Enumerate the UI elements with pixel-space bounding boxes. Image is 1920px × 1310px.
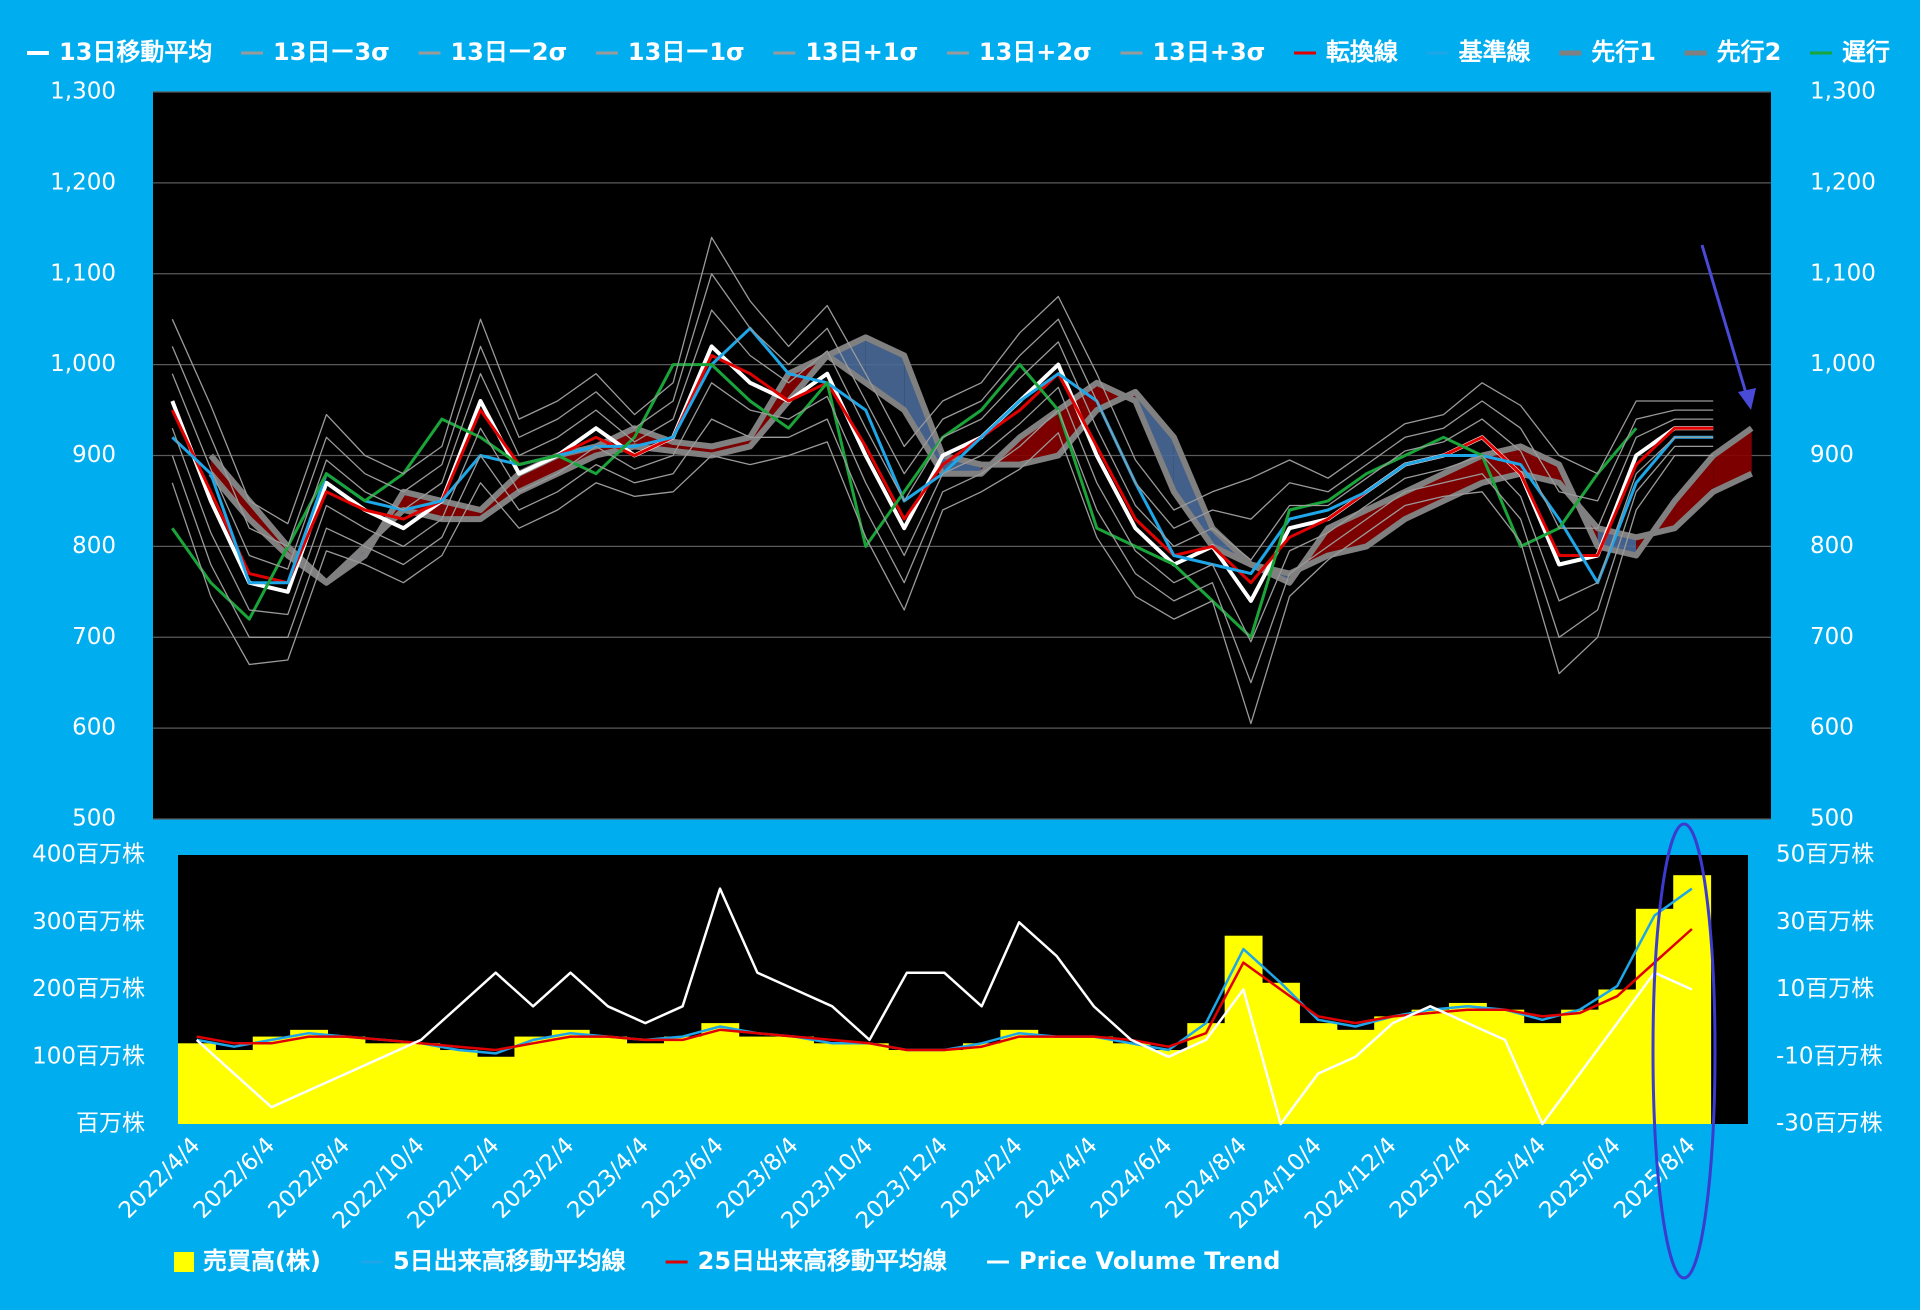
bar — [290, 1029, 329, 1124]
y-tick-label-right: 1,100 — [1810, 260, 1876, 286]
legend-label: 売買高(株) — [203, 1247, 321, 1275]
bar — [1000, 1029, 1039, 1124]
bar — [1598, 989, 1637, 1124]
bar — [252, 1036, 291, 1124]
legend-swatch — [174, 1252, 194, 1272]
bar — [1374, 1016, 1413, 1124]
highlight-ellipse — [1651, 822, 1717, 1280]
cloud — [1019, 410, 1059, 465]
bar — [1112, 1043, 1151, 1124]
y2-tick-label: 30百万株 — [1776, 909, 1874, 935]
bar — [850, 1043, 889, 1124]
legend-label: 13日+1σ — [805, 38, 918, 66]
bar — [178, 1043, 216, 1124]
y-tick-label: 200百万株 — [32, 976, 145, 1002]
bar — [1673, 875, 1712, 1124]
y-tick-label: 1,000 — [50, 351, 116, 377]
bar — [1523, 1023, 1562, 1124]
legend-label: 13日+2σ — [979, 38, 1092, 66]
legend-label: 13日ー2σ — [450, 38, 567, 66]
y-tick-label: 300百万株 — [32, 909, 145, 935]
legend-label: 基準線 — [1459, 38, 1531, 66]
y-tick-label-right: 900 — [1810, 442, 1854, 468]
bar — [402, 1043, 441, 1124]
arrow-shaft — [1700, 244, 1750, 401]
y-tick-label-right: 800 — [1810, 533, 1854, 559]
y2-tick-label: 50百万株 — [1776, 842, 1874, 868]
bar — [1486, 1009, 1525, 1124]
legend-label: 25日出来高移動平均線 — [698, 1247, 947, 1275]
series-line — [195, 887, 1693, 1126]
legend-label: Price Volume Trend — [1019, 1247, 1280, 1275]
bar — [1075, 1036, 1114, 1124]
y-tick-label: 900 — [72, 442, 116, 468]
bar — [1411, 1009, 1450, 1124]
y-tick-label: 1,200 — [50, 169, 116, 195]
y-tick-label: 百万株 — [76, 1111, 145, 1137]
cloud — [518, 455, 558, 492]
bar — [589, 1036, 628, 1124]
bar — [477, 1056, 515, 1124]
y-tick-label-right: 600 — [1810, 715, 1854, 741]
legend-label: 13日ー1σ — [628, 38, 745, 66]
bar — [925, 1050, 964, 1124]
y-tick-label-right: 500 — [1810, 806, 1854, 832]
bar — [1561, 1009, 1599, 1124]
y-tick-label: 600 — [72, 715, 116, 741]
y-tick-label-right: 1,000 — [1810, 351, 1876, 377]
bar — [813, 1043, 852, 1124]
bar — [888, 1050, 927, 1124]
cloud — [827, 337, 866, 383]
series-line — [171, 309, 1714, 570]
y-tick-label: 1,100 — [50, 260, 116, 286]
y2-tick-label: -30百万株 — [1776, 1111, 1883, 1137]
bar — [1262, 982, 1300, 1124]
arrow-head — [1738, 388, 1756, 410]
series-line — [170, 354, 1714, 585]
bar — [1448, 1002, 1487, 1124]
y-tick-label: 700 — [72, 624, 116, 650]
bar — [551, 1029, 590, 1124]
y-tick-label: 800 — [72, 533, 116, 559]
series-line — [171, 432, 1714, 725]
y2-tick-label: 10百万株 — [1776, 976, 1874, 1002]
y-tick-label-right: 700 — [1810, 624, 1854, 650]
series-line — [171, 273, 1714, 548]
bar — [626, 1043, 665, 1124]
series-line — [171, 409, 1714, 684]
legend-label: 13日移動平均 — [59, 38, 212, 66]
y-tick-label-right: 1,200 — [1810, 169, 1876, 195]
y-tick-label: 500 — [72, 806, 116, 832]
bar — [738, 1036, 777, 1124]
cloud — [1674, 455, 1714, 529]
bar — [663, 1036, 702, 1124]
bar — [1224, 935, 1263, 1124]
legend-label: 13日ー3σ — [273, 38, 390, 66]
series-line — [171, 382, 1714, 643]
legend-label: 転換線 — [1326, 38, 1398, 66]
bar — [1037, 1036, 1076, 1124]
legend-label: 先行1 — [1591, 38, 1656, 66]
bar — [963, 1043, 1001, 1124]
bar — [701, 1023, 740, 1124]
bar — [514, 1036, 553, 1124]
legend-label: 遅行 — [1842, 38, 1890, 66]
legend-label: 13日+3σ — [1152, 38, 1265, 66]
legend-label: 5日出来高移動平均線 — [393, 1247, 626, 1275]
bar — [776, 1036, 814, 1124]
y-tick-label-right: 1,300 — [1810, 79, 1876, 105]
cloud — [865, 337, 905, 411]
y2-tick-label: -10百万株 — [1776, 1043, 1883, 1069]
legend-label: 先行2 — [1717, 38, 1782, 66]
series-line — [171, 363, 1638, 639]
y-tick-label: 1,300 — [50, 79, 116, 105]
bar — [1149, 1050, 1188, 1124]
y-tick-label: 100百万株 — [32, 1043, 145, 1069]
series-line — [171, 236, 1714, 525]
bar — [439, 1050, 478, 1124]
series-line — [208, 334, 1753, 586]
y-tick-label: 400百万株 — [32, 842, 145, 868]
